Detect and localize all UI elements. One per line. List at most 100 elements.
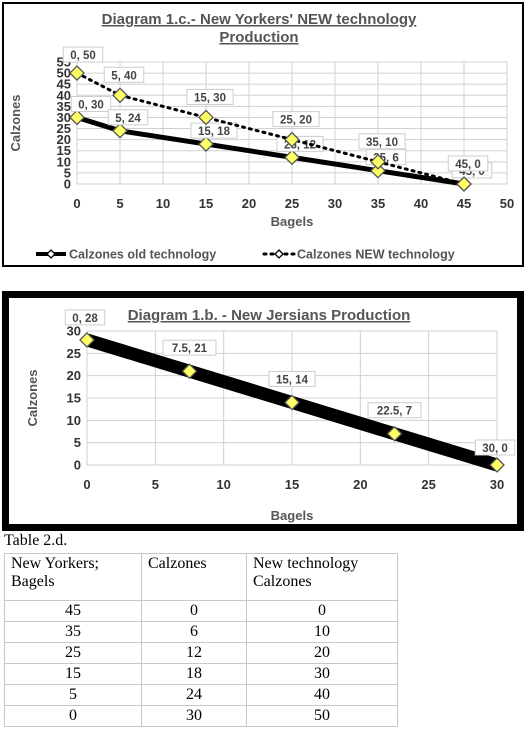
table-body: 45 0 0 35 6 10 25 12 20 15 18 30 5 24 40 0 30 50 [4,600,398,727]
table-cell: 30 [246,663,398,685]
table-cell: 12 [141,642,247,664]
table-cell: 24 [141,684,247,706]
table-header-text: New Yorkers; [11,555,99,572]
x-tick-label: 10 [156,196,170,211]
x-tick-label: 40 [414,196,428,211]
y-tick-label: 5 [64,165,71,180]
table-cell: 15 [4,663,142,685]
y-tick-label: 25 [57,121,71,136]
table-cell: 5 [4,684,142,706]
table-cell: 20 [246,642,398,664]
y-tick-label: 45 [57,77,71,92]
legend-label: Calzones old technology [69,248,216,262]
y-tick-label: 0 [74,458,81,473]
y-tick-label: 30 [67,324,81,339]
table-cell: 10 [246,621,398,643]
data-point-marker [370,162,386,179]
data-label-box [367,402,422,419]
table-cell: 0 [4,705,142,727]
series-line-1 [76,115,465,187]
data-label: 30, 0 [482,443,508,455]
chart-title: Production [219,29,298,46]
data-label: 15, 30 [194,92,226,104]
y-tick-label: 30 [57,110,71,125]
table-cell: 40 [246,684,398,706]
data-label-box [62,46,104,63]
x-tick-label: 0 [73,196,80,211]
series-line-2 [75,71,466,186]
y-axis-label: Calzones [8,94,23,151]
data-point-marker [284,131,300,148]
table-cell: 25 [4,642,142,664]
table-header-text: Calzones [148,555,207,572]
x-tick-label: 25 [285,196,299,211]
table-header-cell: New technology Calzones [246,553,398,601]
table-header-text: Bagels [11,573,55,590]
y-axis-label: Calzones [25,369,40,426]
data-label-box [64,309,106,326]
data-point-marker [69,109,85,126]
y-tick-label: 25 [67,346,81,361]
y-tick-label: 40 [57,88,71,103]
table-header-text: New technology [253,555,359,572]
x-tick-label: 45 [457,196,471,211]
x-tick-label: 35 [371,196,385,211]
table-row: 0 30 50 [4,705,398,727]
x-tick-label: 15 [285,477,299,492]
data-label: 0, 28 [72,313,98,325]
data-label: 45, 0 [455,159,481,171]
data-label: 25, 20 [280,115,312,127]
data-label: 35, 10 [366,137,398,149]
table-header-row: New Yorkers; Bagels Calzones New technolo… [4,553,398,601]
x-tick-label: 15 [199,196,213,211]
y-tick-label: 20 [57,132,71,147]
table-cell: 50 [246,705,398,727]
y-tick-label: 15 [67,391,81,406]
chart-title: Diagram 1.b. - New Jersians Production [128,307,411,324]
table-cell: 35 [4,621,142,643]
data-point-marker [198,109,214,126]
chart-panel-1b: Diagram 1.b. - New Jersians Production 0 5… [2,291,524,531]
data-table: New Yorkers; Bagels Calzones New technolo… [4,553,398,727]
x-tick-label: 10 [216,477,230,492]
data-point-marker [456,176,472,192]
table-cell: 0 [141,600,247,622]
x-tick-label: 20 [242,196,256,211]
data-label-box [358,133,406,150]
legend-label: Calzones NEW technology [297,248,455,262]
data-label-box [474,439,516,456]
table-header-cell: Calzones [141,553,247,601]
data-label-box [190,122,238,139]
data-label: 5, 40 [111,70,137,82]
table-row: 15 18 30 [4,663,398,685]
x-tick-label: 50 [500,196,514,211]
data-point-marker [198,136,214,152]
x-tick-label: 5 [152,477,159,492]
x-tick-label: 30 [328,196,342,211]
table-cell: 45 [4,600,142,622]
y-tick-label: 5 [74,435,81,450]
data-point-marker [112,122,128,139]
chart-title: Diagram 1.c.- New Yorkers' NEW technolog… [102,11,417,28]
y-tick-label: 15 [57,143,71,158]
y-tick-label: 35 [57,99,71,114]
legend-marker [46,249,56,259]
x-tick-label: 25 [421,477,435,492]
data-label: 15, 18 [198,126,231,138]
data-point-marker [284,394,300,411]
data-label-box [70,95,112,112]
y-tick-label: 50 [57,66,71,81]
table-row: 5 24 40 [4,684,398,706]
data-point-marker [112,87,128,104]
y-tick-label: 0 [64,177,71,192]
data-point-marker [370,153,386,170]
x-tick-label: 30 [490,477,504,492]
data-label-box [186,88,234,105]
data-label-box [447,155,489,172]
x-tick-label: 20 [353,477,367,492]
y-tick-label: 10 [57,154,71,169]
data-label-box [103,66,145,83]
table-cell: 18 [141,663,247,685]
table-cell: 0 [246,600,398,622]
data-point-marker [489,457,505,473]
